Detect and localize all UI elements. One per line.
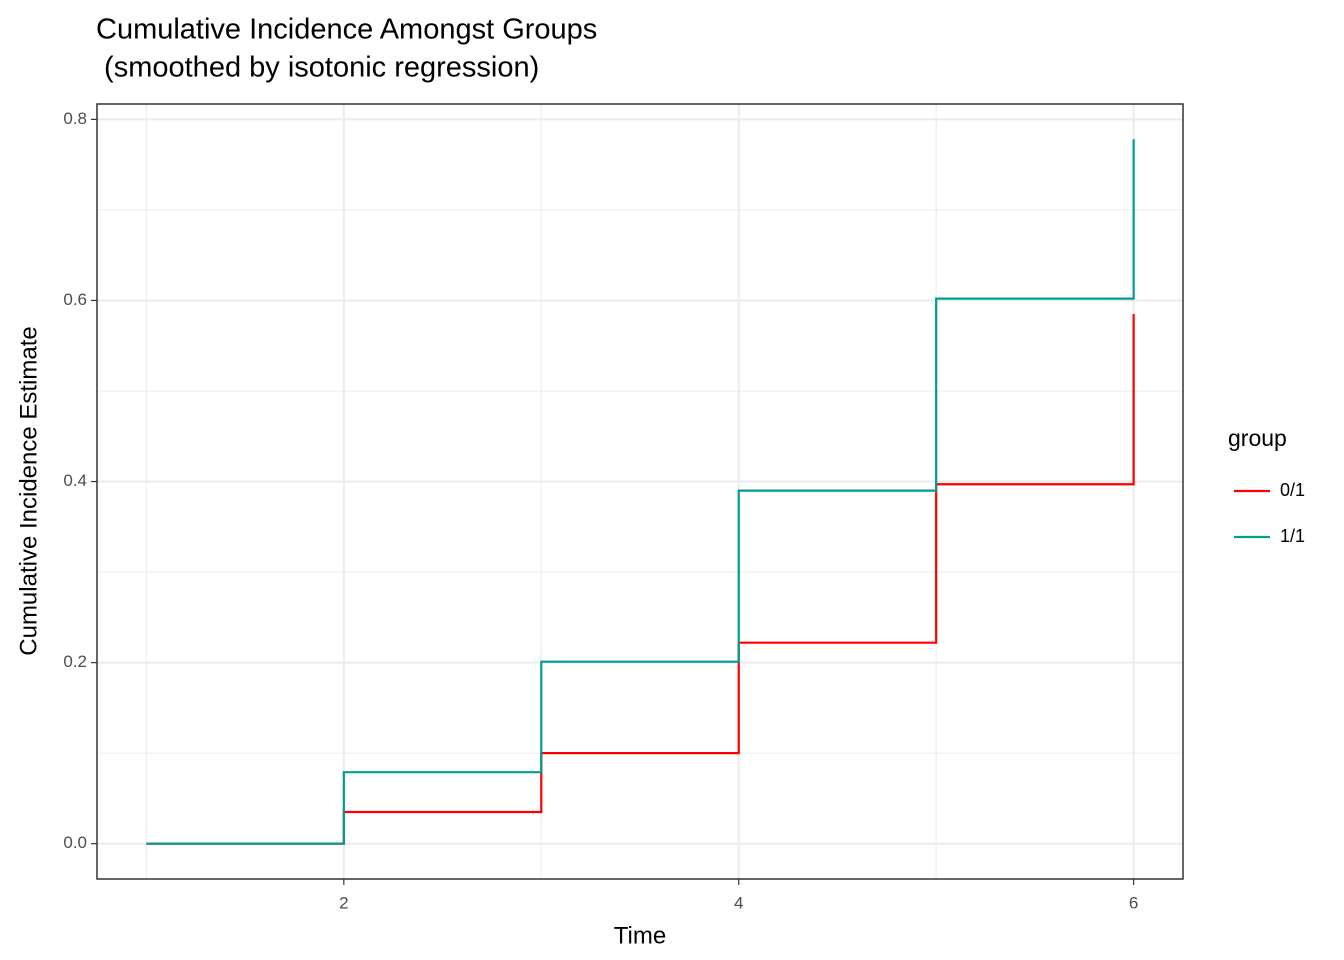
legend-title: group <box>1228 425 1287 451</box>
y-tick-label: 0.6 <box>63 290 87 309</box>
chart-title: (smoothed by isotonic regression) <box>96 52 539 84</box>
y-axis-title: Cumulative Incidence Estimate <box>15 326 42 655</box>
step-line <box>146 139 1135 845</box>
legend-label: 0/1 <box>1280 480 1305 500</box>
x-axis-title: Time <box>614 922 666 949</box>
chart-title: Cumulative Incidence Amongst Groups <box>96 14 597 46</box>
x-tick-label: 6 <box>1129 893 1138 912</box>
x-tick-label: 4 <box>734 893 743 912</box>
y-tick-label: 0.0 <box>63 833 87 852</box>
legend-label: 1/1 <box>1280 526 1305 546</box>
y-tick-label: 0.2 <box>63 652 87 671</box>
x-tick-label: 2 <box>339 893 348 912</box>
y-tick-label: 0.8 <box>63 109 87 128</box>
y-tick-label: 0.4 <box>63 471 87 490</box>
step-line <box>146 314 1135 845</box>
plot-border <box>96 103 1184 880</box>
